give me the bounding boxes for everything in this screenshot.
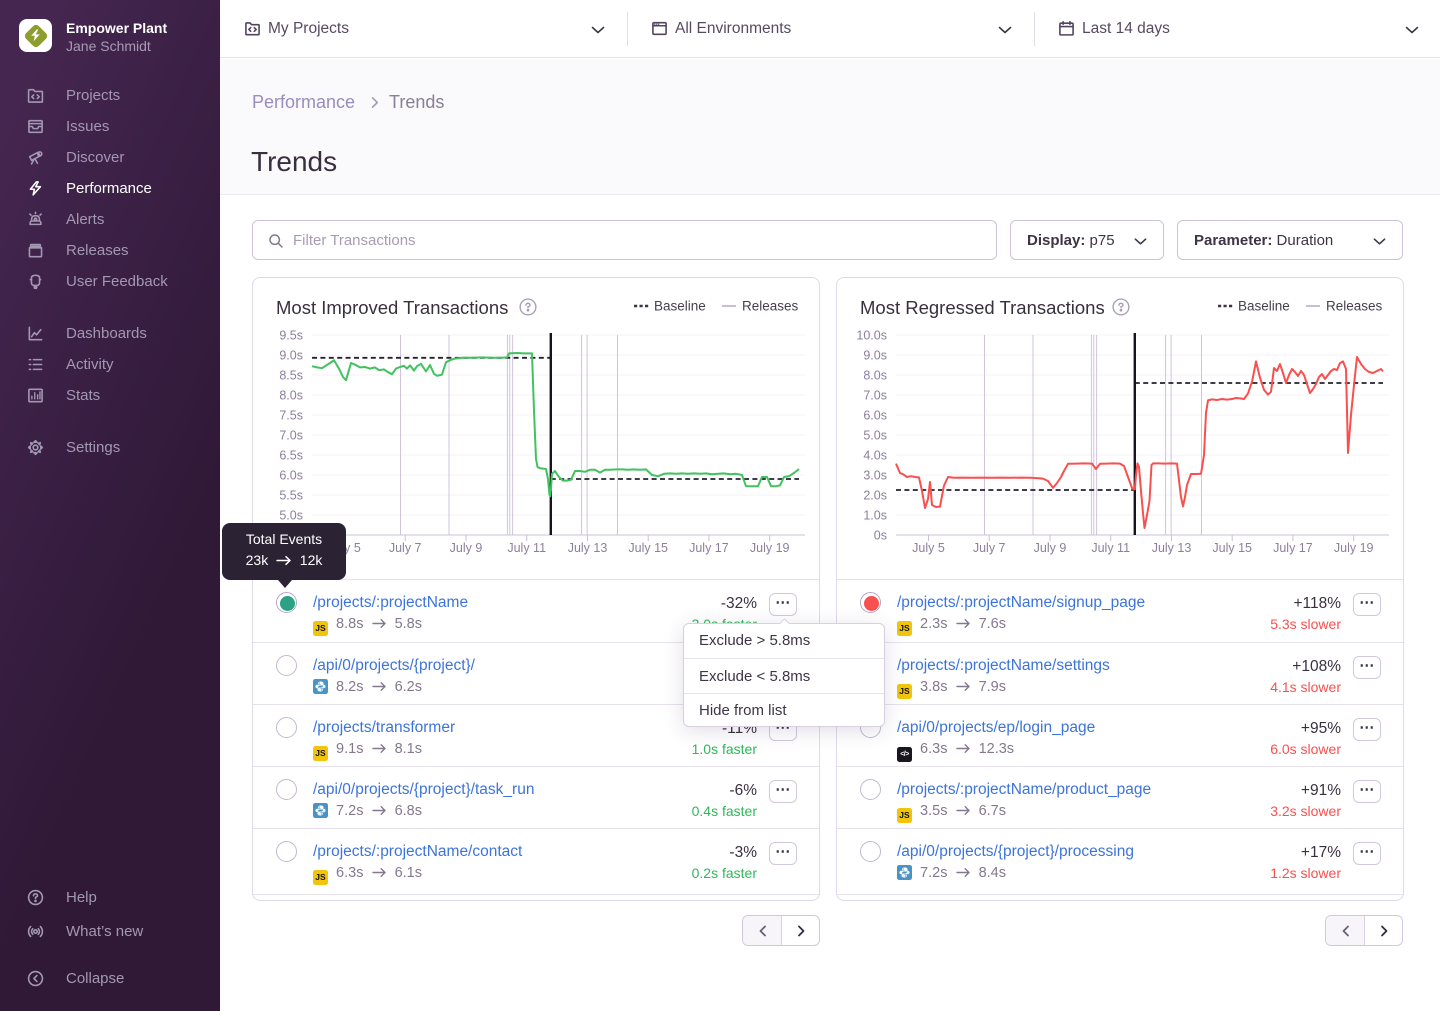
svg-text:5.0s: 5.0s (863, 429, 887, 443)
svg-text:10.0s: 10.0s (856, 329, 887, 343)
svg-text:July 13: July 13 (1152, 541, 1192, 555)
svg-text:4.0s: 4.0s (863, 449, 887, 463)
svg-text:2.0s: 2.0s (863, 489, 887, 503)
svg-text:9.5s: 9.5s (279, 329, 303, 343)
svg-text:Releases: Releases (742, 300, 799, 312)
svg-text:5.0s: 5.0s (279, 509, 303, 523)
svg-text:July 7: July 7 (973, 541, 1006, 555)
svg-text:7.5s: 7.5s (279, 409, 303, 423)
svg-text:1.0s: 1.0s (863, 509, 887, 523)
svg-text:6.0s: 6.0s (863, 409, 887, 423)
svg-text:8.0s: 8.0s (863, 369, 887, 383)
svg-text:9.0s: 9.0s (863, 349, 887, 363)
svg-text:6.0s: 6.0s (279, 469, 303, 483)
svg-text:July 5: July 5 (912, 541, 945, 555)
svg-text:Baseline: Baseline (654, 300, 706, 312)
svg-text:July 9: July 9 (1034, 541, 1067, 555)
svg-text:5.5s: 5.5s (279, 489, 303, 503)
svg-text:9.0s: 9.0s (279, 349, 303, 363)
svg-text:8.0s: 8.0s (279, 389, 303, 403)
svg-text:July 17: July 17 (1273, 541, 1313, 555)
svg-text:Baseline: Baseline (1238, 300, 1290, 312)
svg-text:July 7: July 7 (389, 541, 422, 555)
svg-text:July 11: July 11 (1091, 541, 1130, 555)
svg-text:July 11: July 11 (507, 541, 546, 555)
svg-text:8.5s: 8.5s (279, 369, 303, 383)
svg-text:Releases: Releases (1326, 300, 1383, 312)
svg-text:July 17: July 17 (689, 541, 729, 555)
svg-text:July 15: July 15 (1212, 541, 1252, 555)
svg-text:3.0s: 3.0s (863, 469, 887, 483)
svg-text:0s: 0s (874, 529, 887, 543)
svg-text:July 19: July 19 (1334, 541, 1374, 555)
svg-text:July 19: July 19 (750, 541, 790, 555)
svg-text:July 15: July 15 (628, 541, 668, 555)
svg-text:6.5s: 6.5s (279, 449, 303, 463)
svg-text:7.0s: 7.0s (863, 389, 887, 403)
svg-text:July 9: July 9 (450, 541, 483, 555)
svg-text:7.0s: 7.0s (279, 429, 303, 443)
svg-text:July 13: July 13 (568, 541, 608, 555)
